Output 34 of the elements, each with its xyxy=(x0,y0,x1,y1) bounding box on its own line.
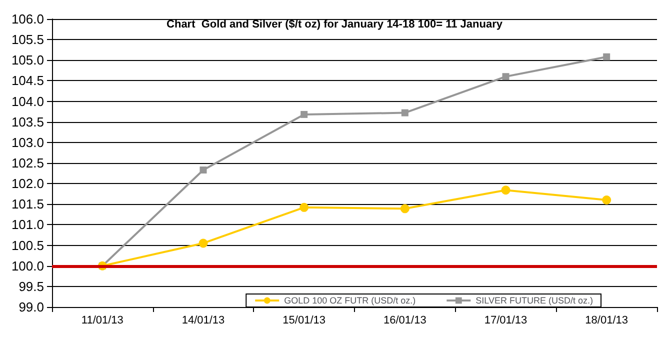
point xyxy=(198,238,208,248)
x-tick-label: 17/01/13 xyxy=(484,314,528,326)
y-tick-label: 99.5 xyxy=(18,278,44,294)
y-tick-label: 101.5 xyxy=(11,196,44,212)
point xyxy=(300,110,308,118)
x-tick-label: 14/01/13 xyxy=(182,314,225,326)
y-tick-label: 104.5 xyxy=(11,73,44,88)
y-tick-label: 103.0 xyxy=(11,134,44,150)
point xyxy=(400,204,410,214)
y-tick-label: 104.0 xyxy=(11,94,44,109)
x-tick-label: 15/01/13 xyxy=(282,314,326,326)
legend-label: SILVER FUTURE (USD/t oz.) xyxy=(476,296,594,306)
x-tick-label: 16/01/13 xyxy=(384,314,426,326)
point xyxy=(401,109,408,116)
point xyxy=(200,166,207,174)
point xyxy=(502,73,510,80)
y-tick-label: 106.0 xyxy=(11,12,44,26)
point xyxy=(603,53,610,60)
x-tick-label: 18/01/13 xyxy=(585,314,628,326)
y-tick-label: 103.5 xyxy=(11,114,44,130)
point xyxy=(501,186,510,195)
y-tick-label: 102.0 xyxy=(11,176,44,192)
y-tick-label: 102.5 xyxy=(11,156,44,170)
point xyxy=(602,196,612,205)
x-tick-label: 11/01/13 xyxy=(81,314,124,326)
chart-title: Chart Gold and Silver ($/t oz) for January 14-18 100= 11 January xyxy=(166,18,504,30)
y-tick-label: 99.0 xyxy=(18,300,44,314)
legend-label: GOLD 100 OZ FUTR (USD/t oz.) xyxy=(284,296,416,306)
y-tick-label: 105.0 xyxy=(11,52,44,68)
y-tick-label: 100.5 xyxy=(11,238,44,253)
y-tick-label: 105.5 xyxy=(11,32,44,48)
y-tick-label: 101.0 xyxy=(11,217,44,232)
point xyxy=(300,202,309,212)
y-tick-label: 100.0 xyxy=(11,258,44,274)
